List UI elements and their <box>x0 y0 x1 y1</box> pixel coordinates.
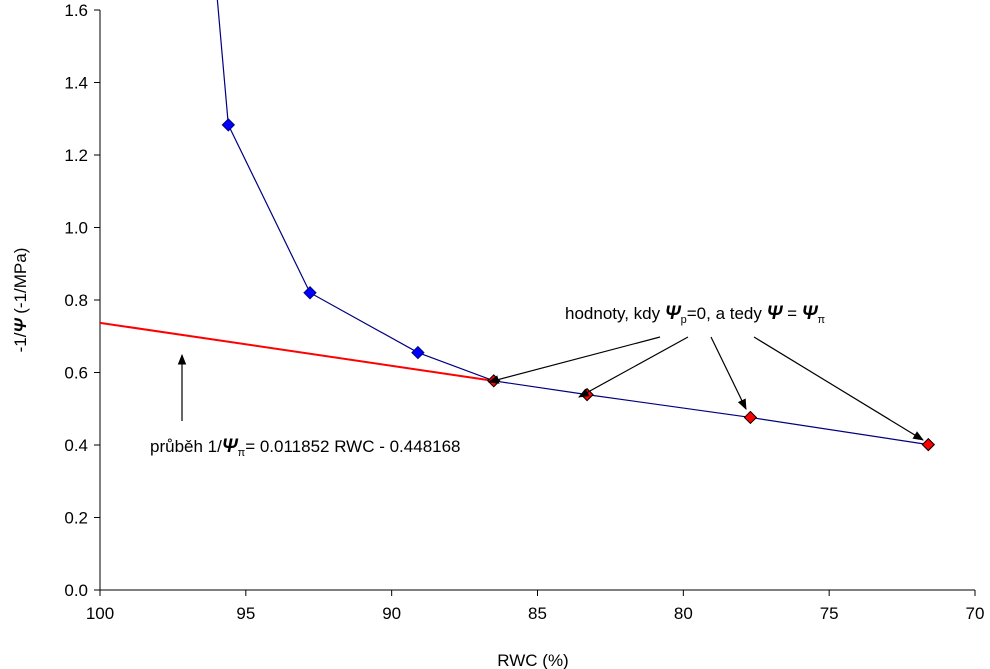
data-point-marker <box>411 345 425 360</box>
x-axis-ticks: 100 95 90 85 80 75 70 <box>86 590 985 623</box>
y-tick-label: 0.6 <box>64 364 88 383</box>
data-point-markers <box>221 118 936 452</box>
measured-curve-series <box>216 0 929 446</box>
y-tick-label: 0.0 <box>64 581 88 600</box>
data-point-marker <box>303 286 317 300</box>
y-tick-label: 1.6 <box>64 1 88 20</box>
x-axis-title: RWC (%) <box>497 651 568 669</box>
y-tick-label: 1.0 <box>64 219 88 238</box>
annotation-arrows <box>177 336 924 441</box>
x-tick-label: 100 <box>86 604 114 623</box>
annotation-arrow-2 <box>578 336 689 398</box>
y-tick-label: 0.2 <box>64 509 88 528</box>
measured-curve-line <box>216 0 929 446</box>
y-tick-label: 0.8 <box>64 291 88 310</box>
osmotic-fit-line-series <box>99 321 494 382</box>
x-tick-label: 80 <box>674 604 693 623</box>
fit-annotation: průběh 1/Ψπ= 0.011852 RWC - 0.448168 <box>150 436 461 459</box>
annotation-arrow-3 <box>710 336 747 410</box>
x-tick-label: 95 <box>236 604 255 623</box>
highlight-point-marker <box>743 410 758 425</box>
points-annotation: hodnoty, kdy Ψp=0, a tedy Ψ = Ψπ <box>565 303 825 326</box>
annotation-arrow-4 <box>753 336 924 441</box>
annotation-arrow-1 <box>487 336 661 384</box>
y-tick-label: 1.4 <box>64 74 88 93</box>
highlight-point-marker <box>921 437 936 452</box>
y-tick-label: 0.4 <box>64 436 88 455</box>
x-tick-label: 85 <box>528 604 547 623</box>
y-axis-title: -1/Ψ (-1/MPa) <box>11 248 30 353</box>
data-point-marker <box>221 118 236 132</box>
y-tick-label: 1.2 <box>64 146 88 165</box>
x-tick-label: 75 <box>820 604 839 623</box>
osmotic-fit-line <box>99 321 494 382</box>
psi-symbol: Ψ <box>11 318 30 333</box>
y-axis-ticks: 0.0 0.2 0.4 0.6 0.8 1.0 1.2 1.4 1.6 <box>64 1 100 600</box>
x-tick-label: 90 <box>382 604 401 623</box>
x-tick-label: 70 <box>966 604 985 623</box>
